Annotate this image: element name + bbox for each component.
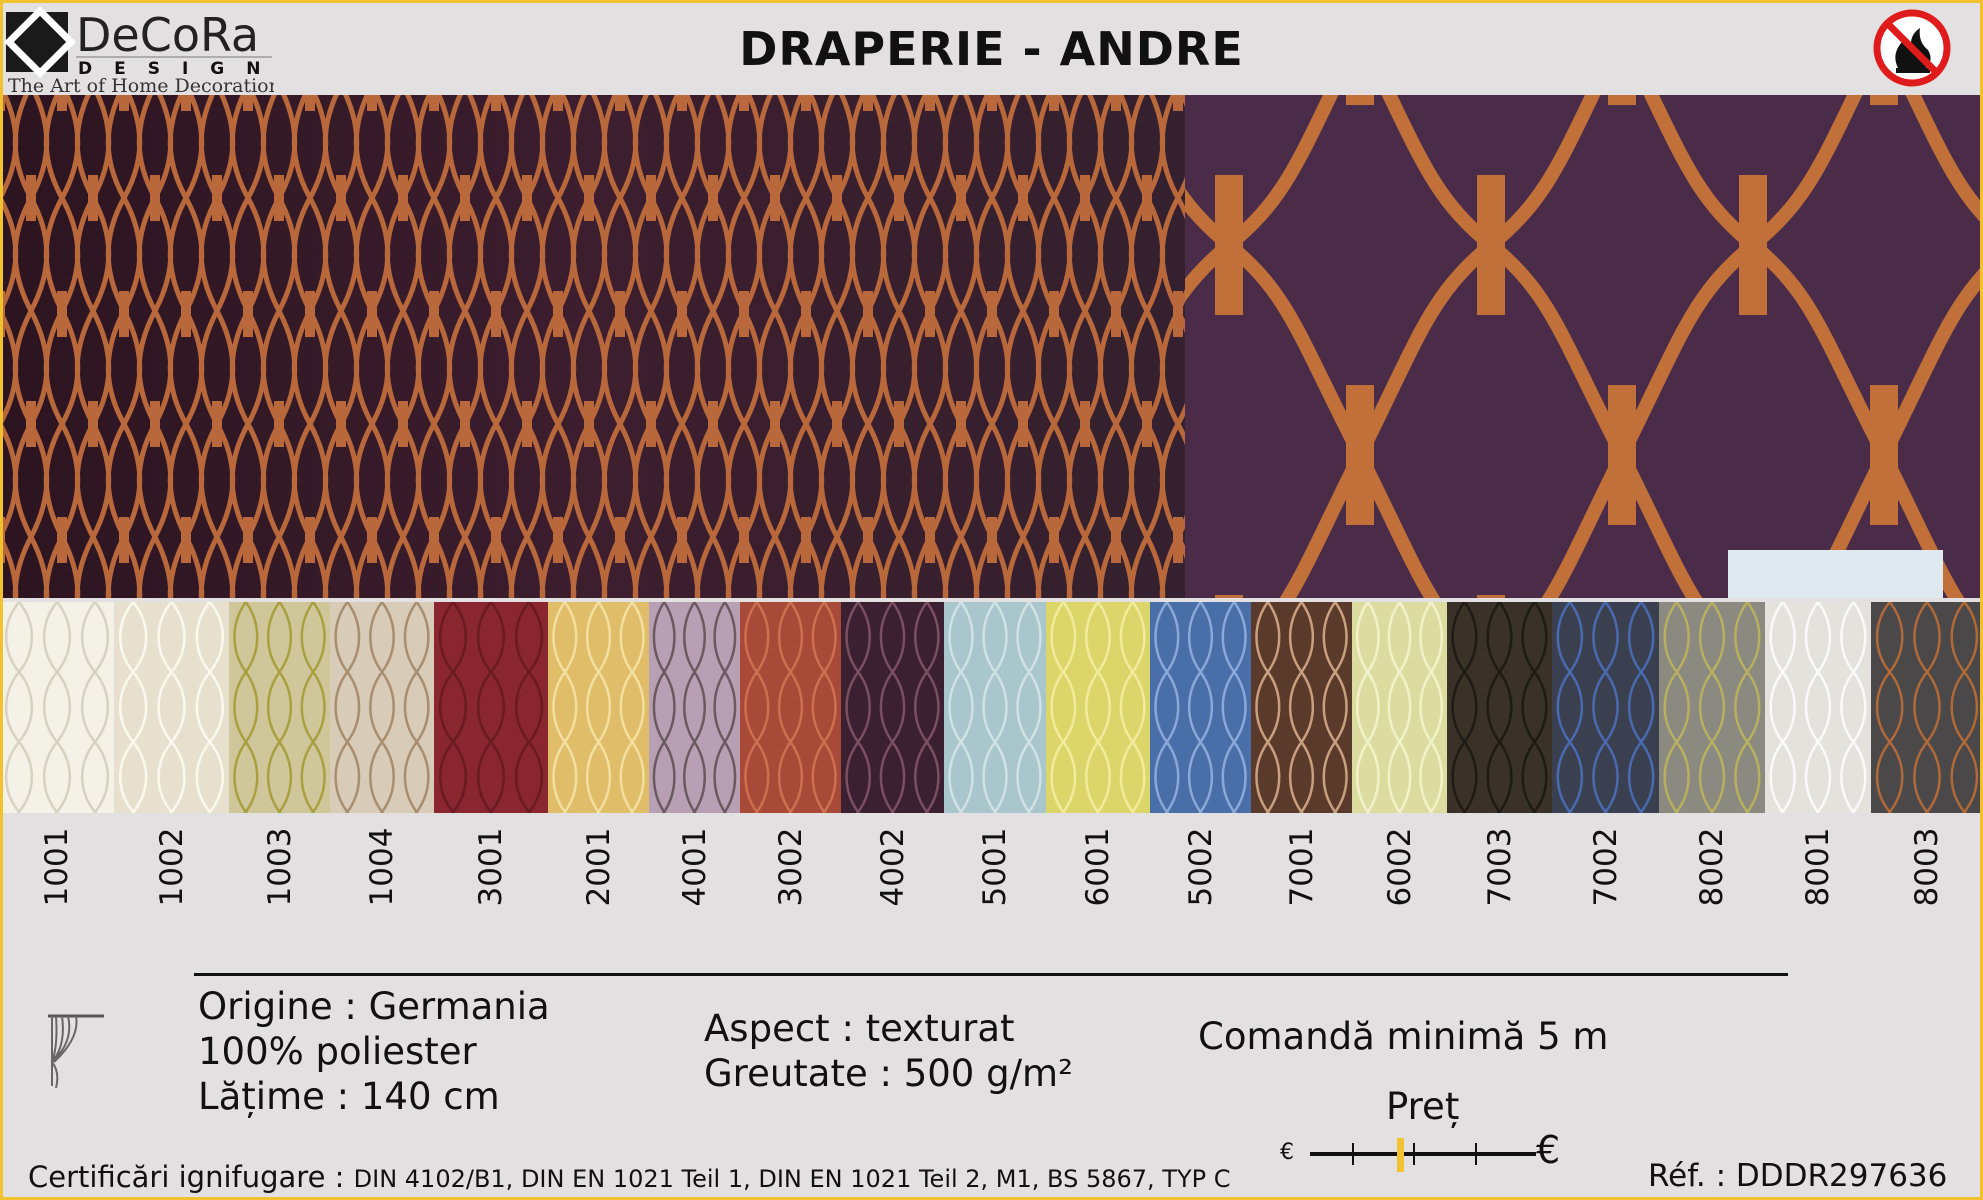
- reference-code: Réf. : DDDR297636: [1648, 1158, 1948, 1194]
- origin-text: Origine : Germania: [198, 985, 550, 1028]
- weight-text: Greutate : 500 g/m²: [704, 1052, 1073, 1095]
- swatch-code-label: 1002: [152, 822, 192, 912]
- swatch-6002: [1352, 531, 1475, 883]
- svg-text:DeCoRa: DeCoRa: [76, 8, 259, 62]
- swatch-code: 8002: [1694, 827, 1730, 907]
- swatch-8003: [1871, 531, 1983, 883]
- swatch-code-label: 7003: [1480, 822, 1520, 912]
- composition-text: 100% poliester: [198, 1030, 477, 1073]
- min-order-text: Comandă minimă 5 m: [1198, 1015, 1609, 1058]
- swatch-code-label: 8001: [1798, 822, 1838, 912]
- swatch-code-label: 8003: [1907, 822, 1947, 912]
- swatch-code-label: 1004: [362, 822, 402, 912]
- curtain-icon: [46, 1012, 106, 1092]
- price-low-symbol: €: [1280, 1140, 1294, 1165]
- swatch-6001: [1046, 531, 1181, 883]
- color-swatches: [0, 531, 1983, 883]
- swatch-code-label: 4002: [873, 822, 913, 912]
- price-high-symbol: €: [1536, 1128, 1561, 1172]
- swatch-5001: [944, 531, 1076, 883]
- swatch-code-label: 1001: [37, 822, 77, 912]
- swatch-code: 8001: [1800, 827, 1836, 907]
- swatch-8001: [1765, 531, 1902, 883]
- swatch-code: 7001: [1283, 827, 1320, 907]
- no-flame-fire-retardant-icon: [1872, 8, 1952, 88]
- swatch-5002: [1150, 531, 1281, 883]
- swatch-3002: [740, 531, 871, 883]
- divider: [194, 973, 1788, 976]
- price-label: Preț: [1386, 1085, 1460, 1128]
- swatch-4002: [841, 531, 974, 883]
- swatch-code: 7003: [1481, 827, 1518, 907]
- aspect-text: Aspect : texturat: [704, 1007, 1015, 1050]
- swatch-7003: [1447, 531, 1583, 883]
- swatch-code: 5001: [977, 827, 1013, 907]
- swatch-code: 6002: [1381, 827, 1418, 907]
- swatch-4001: [649, 531, 767, 883]
- ruler: [1728, 550, 1943, 598]
- brand-logo: DeCoRa DESIGN The Art of Home Decoration: [3, 4, 281, 97]
- swatch-code: 1004: [364, 827, 400, 907]
- swatch-code-label: 3002: [771, 822, 811, 912]
- certifications: Certificări ignifugare : DIN 4102/B1, DI…: [28, 1160, 1230, 1194]
- svg-text:The Art of Home Decoration: The Art of Home Decoration: [8, 75, 274, 94]
- swatch-1003: [229, 531, 360, 883]
- swatch-code-label: 8002: [1692, 822, 1732, 912]
- swatch-code: 4001: [676, 827, 713, 907]
- certifications-value: DIN 4102/B1, DIN EN 1021 Teil 1, DIN EN …: [353, 1165, 1231, 1193]
- swatch-code: 4002: [874, 827, 911, 907]
- swatch-code: 5002: [1182, 827, 1219, 907]
- swatch-code: 7002: [1587, 827, 1624, 907]
- swatch-2001: [548, 531, 679, 883]
- swatch-code-label: 4001: [675, 822, 715, 912]
- swatch-code: 3001: [473, 827, 509, 907]
- swatch-3001: [434, 531, 582, 883]
- swatch-7001: [1251, 531, 1382, 883]
- swatch-7002: [1552, 531, 1690, 883]
- swatch-code-label: 5001: [975, 822, 1015, 912]
- swatch-code: 3002: [772, 827, 809, 907]
- certifications-label: Certificări ignifugare :: [28, 1160, 345, 1194]
- width-text: Lățime : 140 cm: [198, 1075, 500, 1118]
- swatch-1001: [0, 531, 148, 883]
- page-title: DRAPERIE - ANDRE: [739, 22, 1244, 76]
- swatch-code-label: 6002: [1380, 822, 1420, 912]
- swatch-code-label: 5002: [1181, 822, 1221, 912]
- swatch-code-label: 1003: [260, 822, 300, 912]
- swatch-code-label: 7002: [1586, 822, 1626, 912]
- swatch-code: 2001: [580, 827, 617, 907]
- swatch-code-label: 6001: [1078, 822, 1118, 912]
- swatch-code: 1001: [39, 827, 75, 907]
- fabric-photos: [0, 95, 1983, 598]
- swatch-code: 8003: [1909, 827, 1945, 907]
- price-marker: [1397, 1138, 1405, 1172]
- swatch-code-label: 7001: [1282, 822, 1322, 912]
- swatch-8002: [1659, 531, 1796, 883]
- swatch-1002: [114, 531, 263, 883]
- swatch-code: 6001: [1080, 827, 1116, 907]
- svg-text:DESIGN: DESIGN: [78, 59, 274, 79]
- swatch-code-label: 3001: [471, 822, 511, 912]
- swatch-1004: [330, 531, 465, 883]
- swatch-code: 1002: [153, 827, 190, 907]
- swatch-code-label: 2001: [579, 822, 619, 912]
- swatch-code: 1003: [261, 827, 298, 907]
- price-scale: € €: [1270, 1128, 1570, 1178]
